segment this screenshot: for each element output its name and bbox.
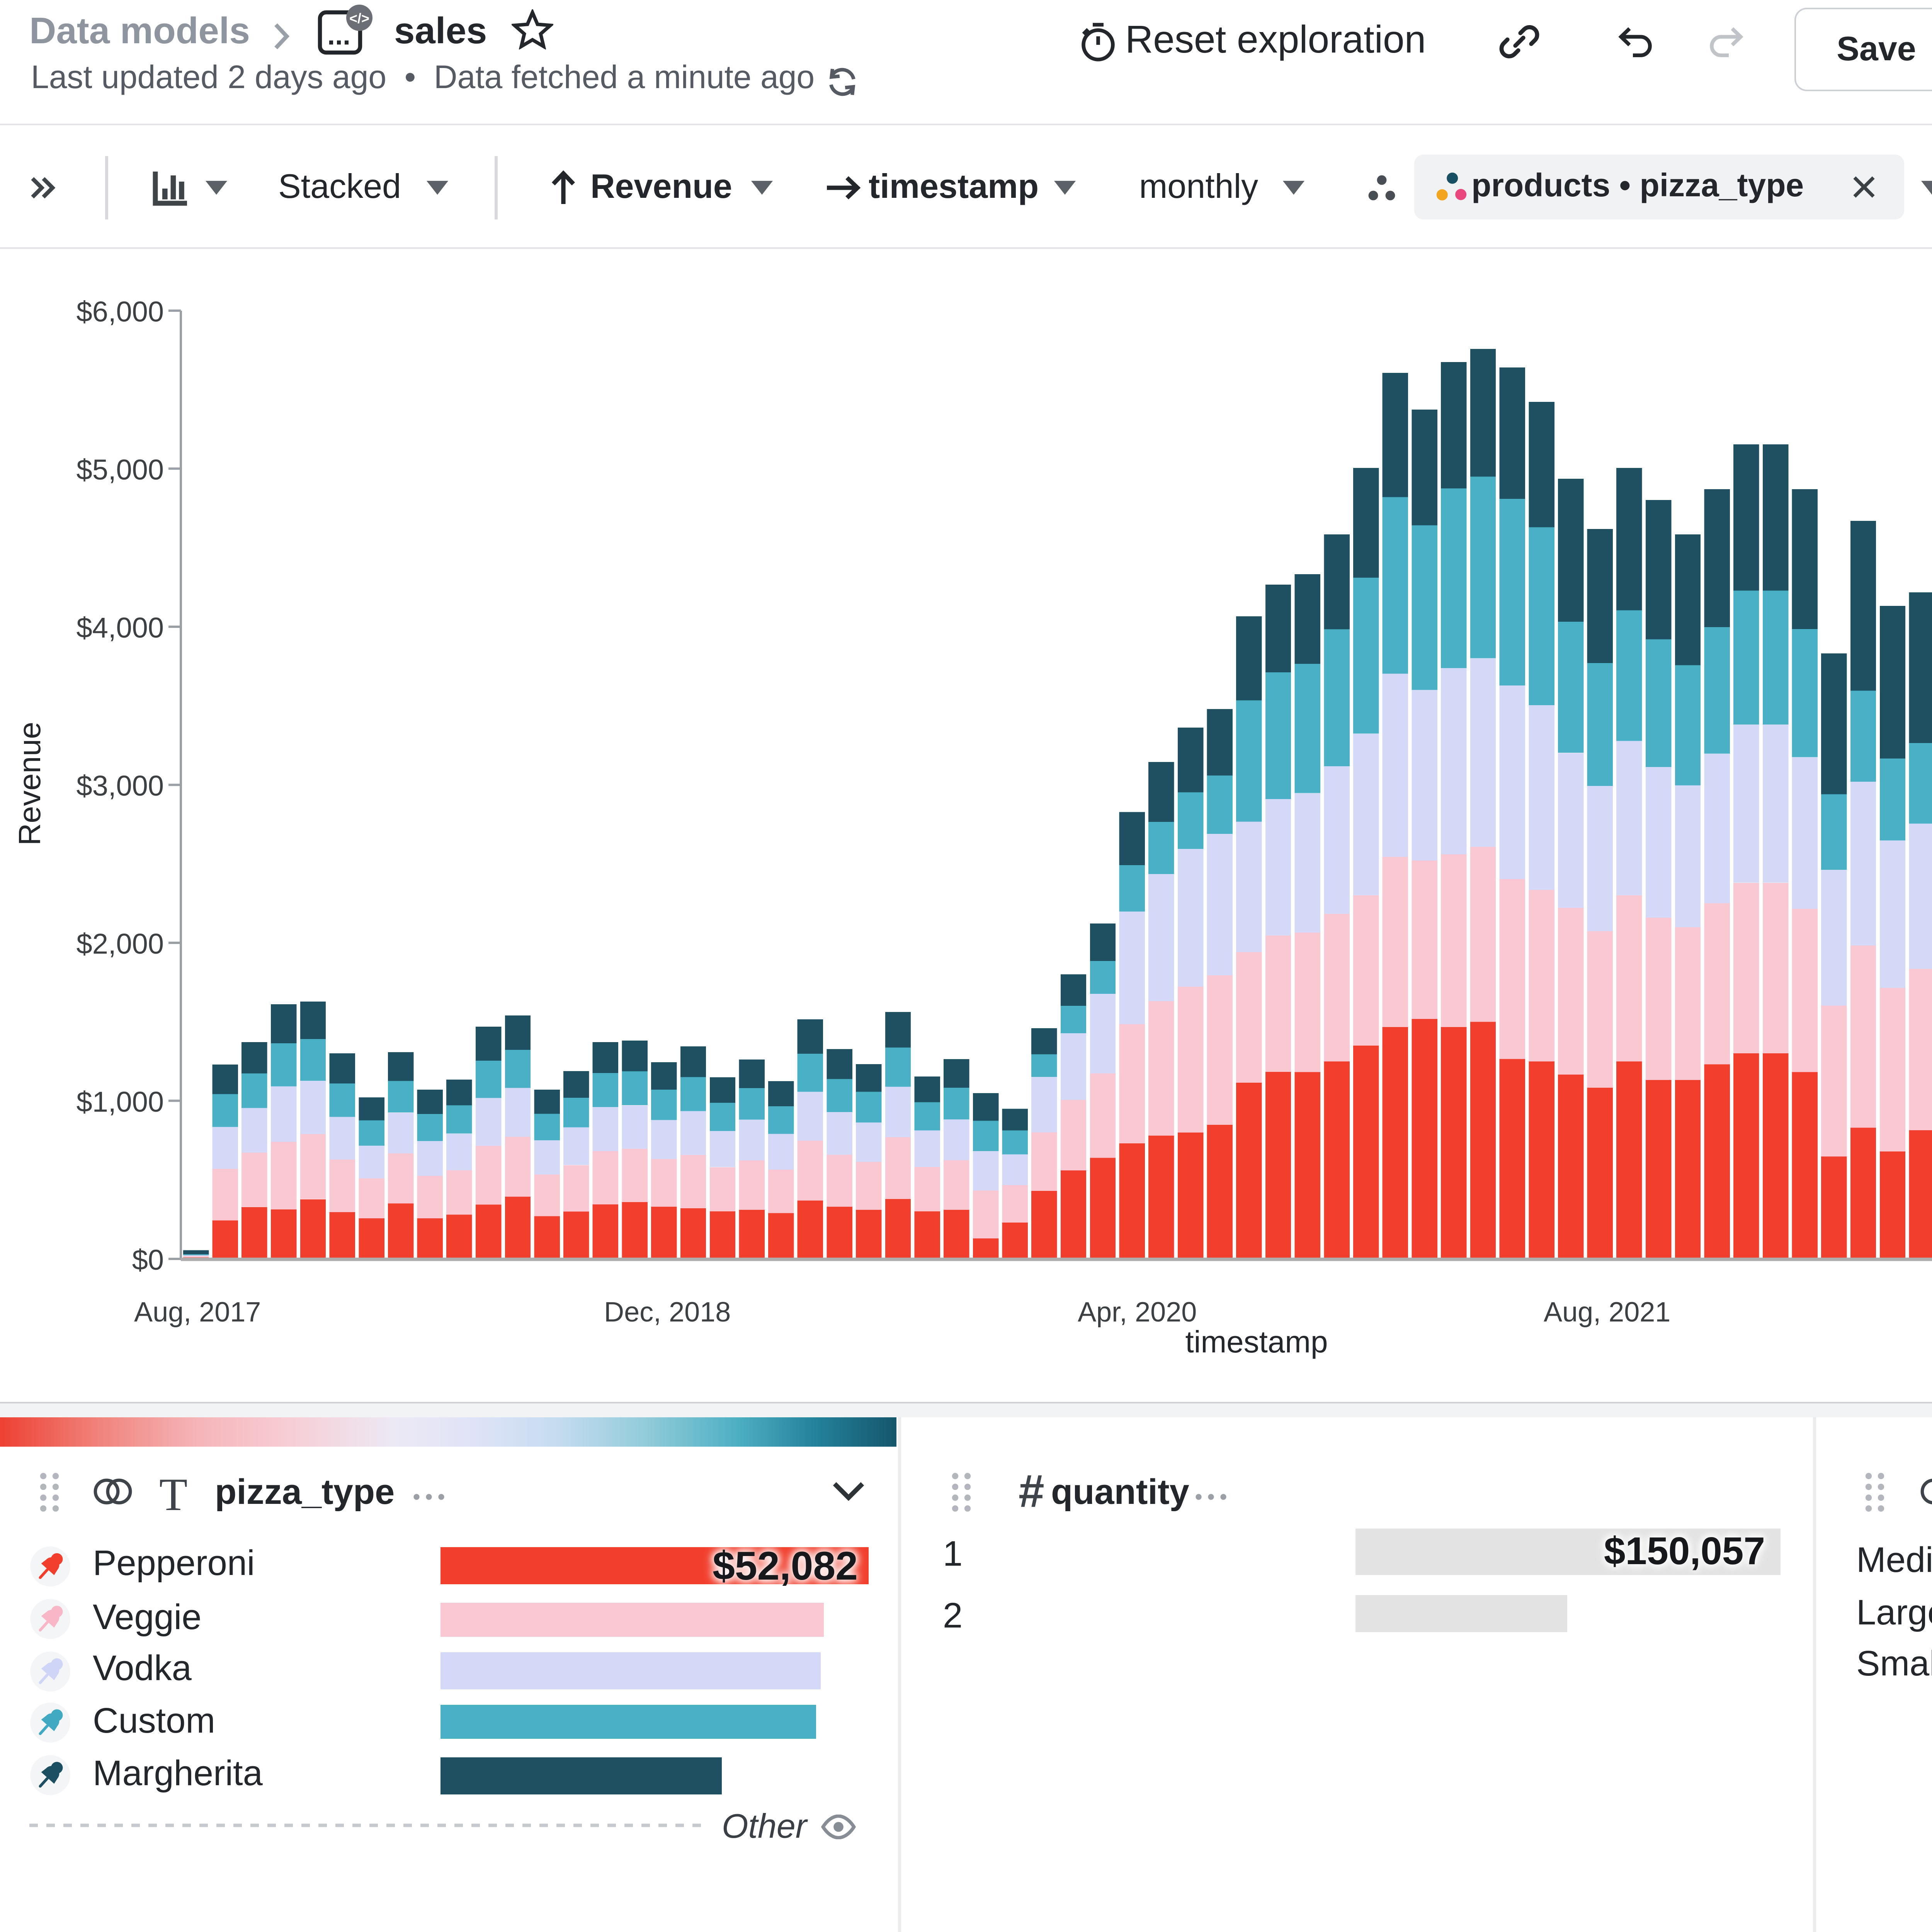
svg-text:$2,000: $2,000	[77, 928, 164, 960]
svg-text:</>: </>	[349, 10, 369, 26]
svg-text:$4,000: $4,000	[77, 612, 164, 644]
svg-text:timestamp: timestamp	[1185, 1325, 1328, 1359]
svg-text:Revenue: Revenue	[12, 722, 47, 845]
svg-text:Aug, 2021: Aug, 2021	[1544, 1297, 1670, 1328]
svg-text:$0: $0	[132, 1244, 164, 1276]
svg-text:Aug, 2017: Aug, 2017	[134, 1297, 261, 1328]
svg-text:Dec, 2018: Dec, 2018	[604, 1297, 731, 1328]
svg-text:$3,000: $3,000	[77, 770, 164, 802]
svg-text:$5,000: $5,000	[77, 454, 164, 486]
svg-text:$1,000: $1,000	[77, 1086, 164, 1118]
svg-text:Apr, 2020: Apr, 2020	[1078, 1297, 1197, 1328]
svg-text:$6,000: $6,000	[77, 296, 164, 328]
